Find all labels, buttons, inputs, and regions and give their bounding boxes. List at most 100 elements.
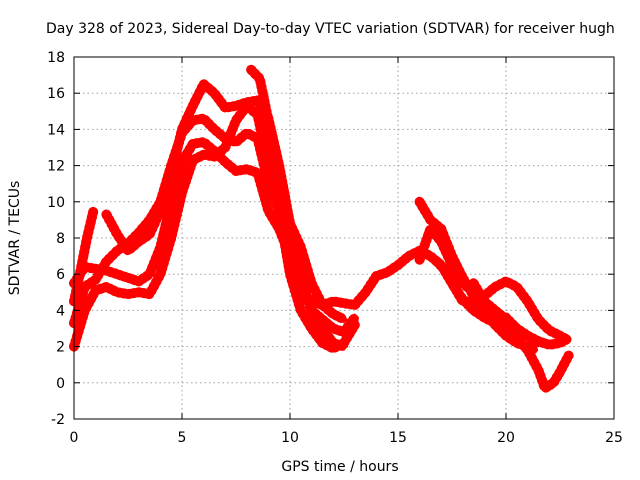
data-point bbox=[275, 179, 284, 188]
data-point bbox=[340, 342, 348, 351]
data-point bbox=[361, 288, 370, 297]
data-point bbox=[167, 170, 176, 179]
data-point bbox=[113, 270, 122, 279]
data-point bbox=[329, 324, 338, 333]
data-point bbox=[480, 297, 489, 306]
series-sat-10 bbox=[468, 278, 574, 394]
data-point bbox=[329, 297, 338, 306]
data-point bbox=[210, 89, 219, 98]
x-tick-label: 10 bbox=[281, 430, 299, 446]
y-axis-label: SDTVAR / TECUs bbox=[7, 181, 23, 296]
data-point bbox=[145, 290, 154, 299]
data-point bbox=[556, 331, 564, 340]
data-point bbox=[383, 268, 392, 277]
data-point bbox=[469, 297, 478, 306]
data-point bbox=[134, 237, 143, 246]
data-point bbox=[450, 282, 459, 291]
data-point bbox=[264, 116, 273, 125]
data-point bbox=[102, 210, 111, 219]
y-tick-label: 0 bbox=[56, 376, 65, 392]
data-point bbox=[124, 246, 132, 255]
data-point bbox=[199, 80, 208, 89]
data-point bbox=[545, 340, 554, 349]
series-sat-9 bbox=[431, 256, 572, 345]
data-point bbox=[512, 324, 521, 333]
data-point bbox=[523, 346, 532, 355]
data-point bbox=[221, 157, 230, 166]
data-point bbox=[178, 125, 186, 134]
data-point bbox=[113, 230, 122, 239]
data-point bbox=[318, 338, 327, 347]
data-point bbox=[188, 156, 197, 165]
data-point bbox=[437, 237, 446, 246]
data-point bbox=[221, 103, 230, 112]
series-sat-6 bbox=[246, 64, 349, 325]
data-point bbox=[253, 110, 262, 119]
data-point bbox=[523, 331, 532, 340]
data-point bbox=[318, 324, 327, 333]
data-point bbox=[340, 299, 348, 308]
data-point bbox=[372, 272, 381, 281]
data-point bbox=[340, 315, 348, 324]
data-point bbox=[556, 367, 564, 376]
series-markers bbox=[431, 256, 572, 345]
data-point bbox=[502, 326, 510, 335]
data-point bbox=[76, 266, 85, 275]
data-point bbox=[491, 282, 500, 291]
series-markers bbox=[69, 205, 99, 307]
data-point bbox=[350, 320, 359, 329]
data-point bbox=[253, 168, 262, 177]
data-point bbox=[242, 165, 251, 174]
data-point bbox=[286, 270, 294, 279]
data-point bbox=[221, 143, 230, 152]
y-tick-label: 18 bbox=[47, 50, 65, 66]
data-point bbox=[296, 273, 305, 282]
data-point bbox=[540, 384, 549, 393]
y-tick-label: 4 bbox=[56, 303, 65, 319]
data-point bbox=[491, 315, 500, 324]
data-point bbox=[469, 306, 478, 315]
data-point bbox=[432, 257, 441, 266]
data-point bbox=[562, 335, 571, 344]
data-point bbox=[426, 224, 435, 233]
data-point bbox=[113, 246, 122, 255]
data-point bbox=[255, 74, 264, 83]
data-point bbox=[534, 338, 543, 347]
data-point bbox=[102, 257, 111, 266]
chart-title: Day 328 of 2023, Sidereal Day-to-day VTE… bbox=[46, 21, 615, 37]
data-point bbox=[296, 243, 305, 252]
data-point bbox=[426, 215, 435, 224]
data-point bbox=[426, 252, 435, 261]
data-point bbox=[502, 277, 510, 286]
data-point bbox=[469, 279, 478, 288]
data-point bbox=[156, 270, 165, 279]
y-tick-label: 2 bbox=[56, 340, 65, 356]
data-point bbox=[350, 300, 359, 309]
x-axis-label: GPS time / hours bbox=[281, 459, 398, 475]
data-point bbox=[232, 167, 240, 176]
data-point bbox=[232, 138, 240, 147]
x-tick-label: 5 bbox=[178, 430, 187, 446]
data-point bbox=[394, 261, 402, 270]
data-point bbox=[534, 366, 543, 375]
data-point bbox=[199, 150, 208, 159]
data-point bbox=[167, 197, 176, 206]
data-point bbox=[545, 326, 554, 335]
data-point bbox=[247, 65, 256, 74]
y-tick-label: 10 bbox=[47, 195, 65, 211]
data-point bbox=[264, 206, 273, 215]
data-point bbox=[134, 277, 143, 286]
data-point bbox=[156, 206, 165, 215]
data-point bbox=[534, 315, 543, 324]
y-tick-label: 12 bbox=[47, 159, 65, 175]
data-point bbox=[156, 243, 165, 252]
data-point bbox=[188, 139, 197, 148]
y-tick-label: 14 bbox=[47, 122, 65, 138]
series-sat-4 bbox=[101, 79, 349, 352]
data-point bbox=[415, 255, 424, 264]
data-point bbox=[329, 338, 338, 347]
data-point bbox=[134, 288, 143, 297]
data-point bbox=[82, 234, 91, 242]
data-point bbox=[512, 333, 521, 342]
